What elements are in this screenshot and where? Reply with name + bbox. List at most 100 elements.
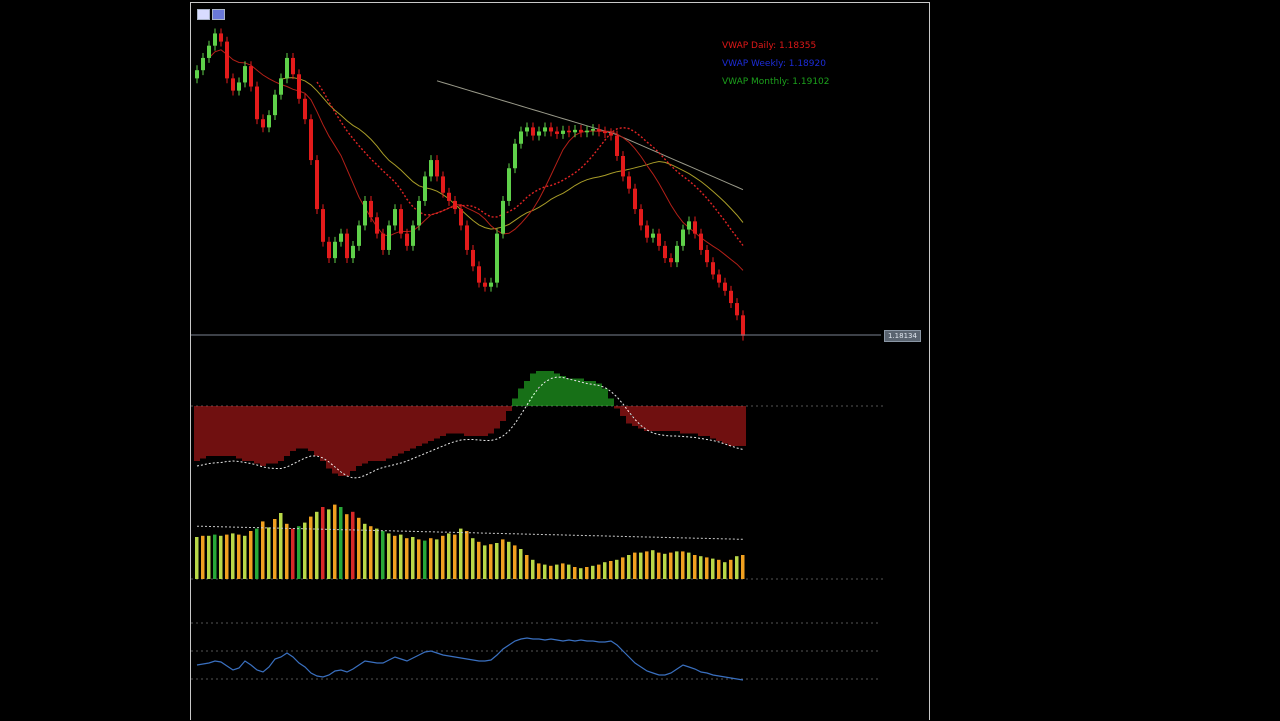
- volume-bar: [441, 535, 445, 579]
- volume-bar: [561, 563, 565, 579]
- volume-bar: [525, 555, 529, 579]
- candle-body: [219, 33, 223, 42]
- candle-body: [657, 233, 661, 246]
- candle-body: [249, 66, 253, 87]
- window-close-icon[interactable]: [212, 9, 225, 20]
- candle-body: [459, 209, 463, 226]
- chart-window[interactable]: VWAP Daily: 1.18355 VWAP Weekly: 1.18920…: [190, 2, 930, 720]
- candle-body: [501, 200, 505, 234]
- volume-bar: [279, 513, 283, 579]
- volume-bar: [429, 538, 433, 579]
- volume-bar: [393, 535, 397, 579]
- volume-bar: [369, 526, 373, 579]
- volume-bar: [375, 528, 379, 579]
- candle-body: [399, 209, 403, 234]
- volume-bar: [465, 531, 469, 579]
- candle-body: [381, 233, 385, 250]
- legend-vwap-daily: VWAP Daily: 1.18355: [722, 41, 817, 51]
- volume-bar: [615, 559, 619, 579]
- volume-bar: [249, 531, 253, 579]
- volume-bar: [735, 556, 739, 579]
- volume-bar: [363, 523, 367, 579]
- candle-body: [645, 225, 649, 238]
- candle-body: [633, 188, 637, 210]
- volume-bar: [423, 540, 427, 579]
- candle-body: [675, 245, 679, 263]
- volume-bar: [531, 559, 535, 579]
- candle-body: [405, 233, 409, 246]
- histogram-signal-line: [196, 376, 744, 479]
- volume-bar: [633, 552, 637, 579]
- volume-bar: [213, 534, 217, 579]
- volume-bar: [507, 541, 511, 579]
- volume-bar: [741, 555, 745, 579]
- volume-bar: [417, 539, 421, 579]
- window-restore-icon[interactable]: [197, 9, 210, 20]
- candle-body: [579, 129, 583, 133]
- candle-body: [429, 160, 433, 177]
- chart-canvas[interactable]: [191, 3, 929, 721]
- candle-body: [435, 160, 439, 177]
- candle-body: [309, 119, 313, 161]
- volume-bar: [597, 564, 601, 579]
- candle-body: [213, 33, 217, 46]
- volume-bar: [483, 545, 487, 579]
- volume-bar: [327, 509, 331, 579]
- candle-body: [471, 249, 475, 267]
- volume-bar: [315, 511, 319, 579]
- volume-bar: [699, 556, 703, 579]
- volume-bar: [381, 531, 385, 579]
- candle-body: [681, 229, 685, 246]
- candle-body: [267, 115, 271, 128]
- candle-body: [537, 131, 541, 136]
- volume-bar: [687, 552, 691, 579]
- volume-bar: [219, 535, 223, 579]
- candle-body: [255, 86, 259, 120]
- volume-bar: [291, 528, 295, 579]
- candle-body: [411, 225, 415, 246]
- volume-bar: [399, 534, 403, 579]
- ma-yellow-line: [280, 77, 744, 230]
- volume-bar: [675, 551, 679, 579]
- candle-body: [279, 78, 283, 95]
- candle-body: [453, 200, 457, 210]
- volume-bar: [225, 534, 229, 579]
- volume-bar: [579, 568, 583, 579]
- volume-bar: [297, 526, 301, 579]
- volume-bar: [663, 553, 667, 579]
- volume-bar: [309, 516, 313, 579]
- oscillator-line: [196, 637, 744, 681]
- volume-bar: [621, 557, 625, 579]
- candle-body: [651, 233, 655, 238]
- volume-bar: [543, 564, 547, 579]
- volume-bar: [351, 511, 355, 579]
- volume-bar: [723, 562, 727, 579]
- volume-bar: [549, 565, 553, 579]
- volume-bar: [231, 533, 235, 579]
- candle-body: [387, 225, 391, 250]
- candle-body: [567, 130, 571, 133]
- volume-bar: [609, 561, 613, 579]
- volume-bar: [285, 523, 289, 579]
- volume-bar: [255, 528, 259, 579]
- candle-body: [195, 70, 199, 79]
- candle-body: [207, 45, 211, 58]
- candle-body: [339, 233, 343, 242]
- candle-body: [273, 94, 277, 116]
- candle-body: [519, 131, 523, 144]
- volume-bar: [495, 543, 499, 579]
- candle-body: [231, 78, 235, 91]
- volume-bar: [303, 522, 307, 579]
- candle-body: [603, 131, 607, 134]
- volume-bar: [585, 567, 589, 579]
- volume-bar: [339, 507, 343, 579]
- volume-bar: [201, 535, 205, 579]
- candle-body: [291, 57, 295, 75]
- volume-bar: [573, 567, 577, 579]
- candle-body: [297, 74, 301, 99]
- candle-body: [345, 233, 349, 259]
- volume-bar: [357, 517, 361, 579]
- candle-body: [531, 127, 535, 136]
- volume-bar: [489, 544, 493, 579]
- legend-vwap-weekly: VWAP Weekly: 1.18920: [722, 59, 826, 69]
